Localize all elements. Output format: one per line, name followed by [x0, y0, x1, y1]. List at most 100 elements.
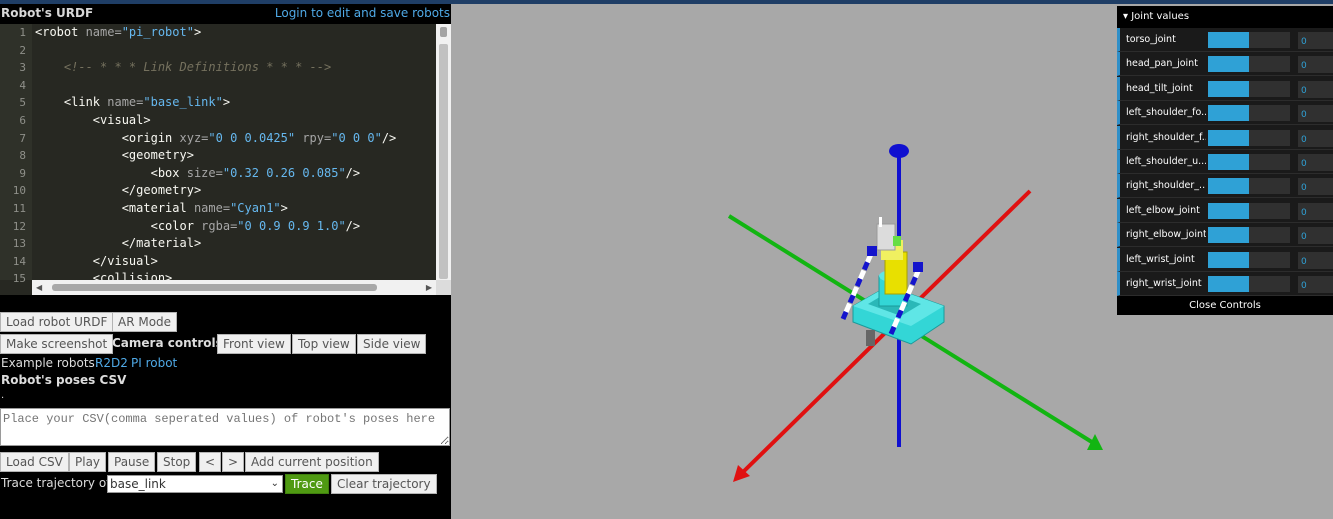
joint-slider-fill[interactable] — [1208, 202, 1249, 219]
joint-value-input[interactable]: 0 — [1298, 32, 1333, 49]
joint-name: left_shoulder_u... — [1126, 156, 1206, 167]
code-lines[interactable]: <robot name="pi_robot"> <!-- * * * Link … — [35, 24, 435, 285]
load-csv-button[interactable]: Load CSV — [0, 452, 69, 472]
joint-slider-fill[interactable] — [1208, 129, 1249, 146]
joint-slider-fill[interactable] — [1208, 178, 1249, 195]
horizontal-scrollbar[interactable]: ◀ ▶ — [32, 280, 436, 295]
previous-pose-button[interactable]: < — [199, 452, 222, 472]
example-r2d2-link[interactable]: R2D2 — [95, 356, 128, 370]
scrollbar-corner — [436, 280, 451, 295]
play-button[interactable]: Play — [69, 452, 107, 472]
code-line: <visual> — [35, 112, 435, 130]
clear-trajectory-button[interactable]: Clear trajectory — [331, 474, 437, 494]
joint-slider[interactable] — [1208, 129, 1290, 146]
close-controls-button[interactable]: Close Controls — [1117, 296, 1333, 315]
code-token: "0.32 0.26 0.085" — [222, 165, 346, 180]
joint-row: left_wrist_joint 0 — [1117, 247, 1333, 272]
joint-value-input[interactable]: 0 — [1298, 178, 1333, 196]
joint-slider-fill[interactable] — [1208, 227, 1249, 244]
joint-row: head_pan_joint 0 — [1117, 52, 1333, 77]
login-link[interactable]: Login to edit and save robots — [274, 6, 450, 20]
code-token: </material> — [35, 236, 202, 251]
joint-slider[interactable] — [1208, 154, 1290, 170]
joint-slider[interactable] — [1208, 202, 1290, 219]
robot-left-shoulder — [867, 246, 877, 256]
code-token: rpy= — [295, 130, 332, 145]
joint-slider-fill[interactable] — [1208, 251, 1249, 268]
joint-row: left_shoulder_u... 0 — [1117, 150, 1333, 174]
line-number: 1 — [19, 26, 26, 39]
code-token: /> — [345, 218, 361, 233]
joint-slider-fill[interactable] — [1208, 32, 1249, 48]
code-line: <material name="Cyan1"> — [35, 200, 435, 218]
line-number: 4 — [19, 78, 26, 92]
joint-value-input[interactable]: 0 — [1298, 202, 1333, 220]
code-token: <origin — [35, 130, 180, 145]
top-view-button[interactable]: Top view — [292, 334, 356, 354]
code-line: <color rgba="0 0.9 0.9 1.0"/> — [35, 218, 435, 236]
scroll-up-arrow-icon[interactable] — [440, 27, 447, 37]
pause-button[interactable]: Pause — [108, 452, 156, 472]
scroll-left-arrow-icon[interactable]: ◀ — [36, 283, 43, 292]
joint-slider[interactable] — [1208, 32, 1290, 48]
example-pi-robot-link[interactable]: PI robot — [131, 356, 178, 370]
joint-value-input[interactable]: 0 — [1298, 56, 1333, 74]
code-token: name= — [193, 200, 231, 215]
scroll-right-arrow-icon[interactable]: ▶ — [425, 283, 432, 292]
joint-slider[interactable] — [1208, 276, 1290, 292]
joint-slider-fill[interactable] — [1208, 276, 1249, 292]
left-panel: Robot's URDF Login to edit and save robo… — [0, 4, 451, 519]
joint-slider-fill[interactable] — [1208, 80, 1249, 97]
trace-link-select[interactable]: base_link ⌄ — [107, 475, 283, 493]
joint-slider[interactable] — [1208, 80, 1290, 97]
code-token: "pi_robot" — [121, 25, 194, 39]
code-line: <!-- * * * Link Definitions * * * --> — [35, 59, 435, 77]
code-line — [35, 77, 435, 95]
joint-slider[interactable] — [1208, 105, 1290, 122]
joint-value-input[interactable]: 0 — [1298, 227, 1333, 245]
trace-link-selected-value: base_link — [110, 477, 166, 491]
code-token: <material — [35, 200, 194, 215]
joint-row: right_wrist_joint 0 — [1117, 272, 1333, 296]
robot-scene[interactable] — [451, 4, 1333, 519]
joint-value-input[interactable]: 0 — [1298, 105, 1333, 123]
trace-button[interactable]: Trace — [285, 474, 329, 494]
front-view-button[interactable]: Front view — [217, 334, 291, 354]
horizontal-scroll-thumb[interactable] — [52, 284, 377, 291]
code-token: </visual> — [35, 253, 158, 268]
joint-values-header[interactable]: ▾ Joint values — [1117, 6, 1333, 28]
screenshot-button[interactable]: Make screenshot — [0, 334, 114, 354]
joint-slider-fill[interactable] — [1208, 56, 1249, 73]
code-token: /> — [345, 165, 361, 180]
joint-slider[interactable] — [1208, 56, 1290, 73]
next-pose-button[interactable]: > — [222, 452, 245, 472]
code-token: "0 0 0.0425" — [208, 130, 296, 145]
joint-slider-fill[interactable] — [1208, 105, 1249, 122]
joint-slider[interactable] — [1208, 227, 1290, 244]
z-axis-cap — [889, 144, 909, 158]
joint-slider-fill[interactable] — [1208, 154, 1249, 170]
add-current-position-button[interactable]: Add current position — [245, 452, 379, 472]
side-view-button[interactable]: Side view — [357, 334, 427, 354]
ar-mode-button[interactable]: AR Mode — [112, 312, 178, 332]
joint-slider[interactable] — [1208, 251, 1290, 268]
vertical-scroll-thumb[interactable] — [439, 44, 448, 279]
code-token: <box — [35, 165, 187, 180]
load-urdf-button[interactable]: Load robot URDF — [0, 312, 114, 332]
line-number: 7 — [19, 131, 26, 145]
poses-separator: . — [1, 390, 5, 401]
urdf-code-editor[interactable]: 1 2 3 4 5 6 7 8 9 10 11 12 13 14 15 <robot name="pi_ro… — [0, 24, 451, 295]
poses-csv-input[interactable] — [0, 408, 450, 446]
vertical-scrollbar[interactable] — [436, 24, 451, 280]
code-line: </geometry> — [35, 182, 435, 200]
joint-value-input[interactable]: 0 — [1298, 276, 1333, 293]
joint-value-input[interactable]: 0 — [1298, 154, 1333, 171]
joint-values-panel: ▾ Joint values torso_joint 0 head_pan_join… — [1117, 6, 1333, 315]
joint-value-input[interactable]: 0 — [1298, 129, 1333, 147]
joint-slider[interactable] — [1208, 178, 1290, 195]
robot-left-arm-joints — [840, 253, 874, 320]
joint-value-input[interactable]: 0 — [1298, 80, 1333, 98]
joint-value-input[interactable]: 0 — [1298, 251, 1333, 269]
stop-button[interactable]: Stop — [157, 452, 197, 472]
code-token: "0 0 0" — [331, 130, 382, 145]
